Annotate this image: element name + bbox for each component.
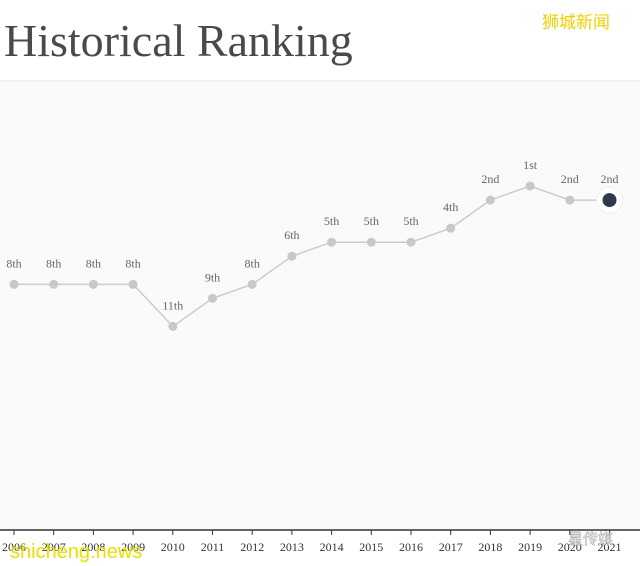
- point: [9, 279, 19, 289]
- x-tick-label: 2020: [558, 540, 582, 554]
- value-label: 5th: [403, 214, 418, 228]
- x-tick-label: 2019: [518, 540, 542, 554]
- value-label: 5th: [324, 214, 339, 228]
- point: [88, 279, 98, 289]
- value-label: 8th: [245, 256, 260, 270]
- point: [485, 195, 495, 205]
- value-label: 9th: [205, 270, 220, 284]
- point: [602, 193, 617, 208]
- line: [14, 185, 610, 328]
- x-tick-label: 2012: [240, 540, 264, 554]
- point: [247, 279, 257, 289]
- x-tick-label: 2010: [161, 540, 185, 554]
- x-tick-label: 2021: [598, 540, 622, 554]
- point: [287, 251, 297, 261]
- watermark: 狮城新闻: [542, 13, 610, 33]
- point: [128, 279, 138, 289]
- value-label: 8th: [86, 256, 101, 270]
- x-tick-label: 2018: [478, 540, 502, 554]
- point: [565, 195, 575, 205]
- point: [525, 181, 535, 191]
- x-tick-label: 2016: [399, 540, 423, 554]
- value-label: 1st: [523, 158, 538, 172]
- value-label: 5th: [364, 214, 379, 228]
- value-label: 11th: [162, 298, 183, 312]
- point: [168, 321, 178, 331]
- x-tick-label: 2015: [359, 540, 383, 554]
- value-label: 6th: [284, 228, 299, 242]
- x-tick-label: 2011: [201, 540, 225, 554]
- x-tick-label: 2014: [320, 540, 344, 554]
- value-label: 2nd: [601, 172, 619, 186]
- marks: 8th 2006 8th 2007 8th 2008 8th 2009 11th 2010 9th 2…: [2, 158, 623, 554]
- point: [446, 223, 456, 233]
- plot-background: [0, 82, 640, 530]
- value-label: 8th: [6, 256, 21, 270]
- x-tick-label: 2013: [280, 540, 304, 554]
- watermark: 星传媒: [568, 530, 613, 548]
- point: [327, 237, 337, 247]
- x-tick-label: 2009: [121, 540, 145, 554]
- x-tick-label: 2008: [81, 540, 105, 554]
- point: [49, 279, 59, 289]
- x-tick-label: 2007: [42, 540, 66, 554]
- value-label: 2nd: [561, 172, 579, 186]
- point: [366, 237, 376, 247]
- value-label: 2nd: [481, 172, 499, 186]
- value-label: 4th: [443, 200, 458, 214]
- x-tick-label: 2006: [2, 540, 26, 554]
- value-label: 8th: [125, 256, 140, 270]
- point: [208, 293, 217, 303]
- chart-title: Historical Ranking: [4, 15, 353, 66]
- watermark: shicheng.news: [10, 541, 142, 563]
- point: [406, 237, 416, 247]
- x-tick-label: 2017: [439, 540, 463, 554]
- value-label: 8th: [46, 256, 61, 270]
